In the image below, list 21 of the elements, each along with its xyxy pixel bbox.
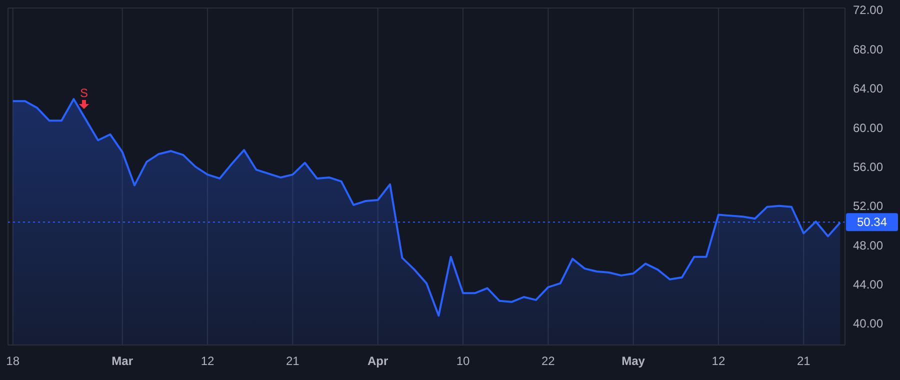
y-tick-label: 60.00 [853,120,884,135]
x-tick-label: 18 [6,354,20,368]
x-tick-label: 21 [796,354,811,368]
y-tick-label: 40.00 [853,316,884,331]
x-tick-label: Apr [368,354,388,368]
y-tick-label: 64.00 [853,82,884,96]
x-tick-label: 12 [200,354,215,368]
annotation: S [80,86,88,100]
x-tick-label: 10 [456,354,470,368]
y-tick-label: 68.00 [853,42,884,56]
x-tick-label: 22 [541,354,556,368]
x-tick-label: 12 [712,354,726,368]
y-tick-label: 44.00 [853,278,884,292]
y-tick-label: 48.00 [853,238,884,252]
ref-line-label: 50.34 [856,215,888,230]
x-tick-label: 21 [286,354,300,368]
y-tick-label: 72.00 [853,3,884,18]
x-tick-label: Mar [112,354,134,368]
x-tick-label: May [622,354,646,368]
y-tick-label: 52.00 [853,199,884,214]
y-tick-label: 56.00 [853,160,884,174]
